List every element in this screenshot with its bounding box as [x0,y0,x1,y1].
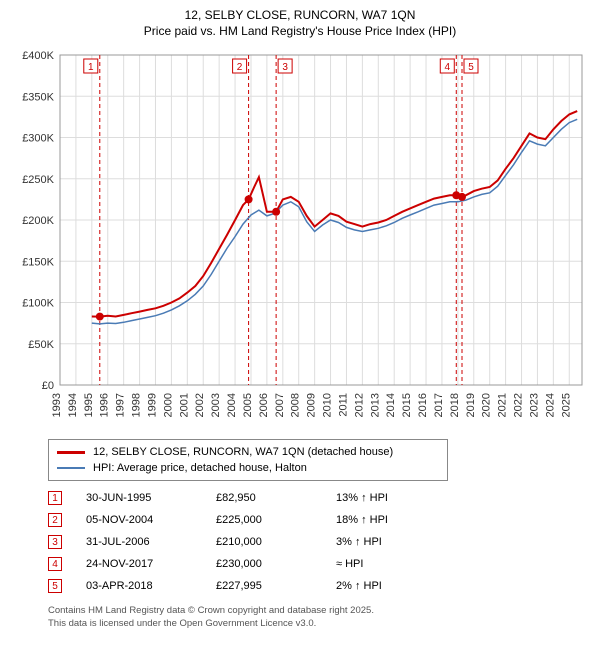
svg-text:2: 2 [237,62,243,73]
tx-date: 30-JUN-1995 [86,492,216,504]
svg-text:3: 3 [282,62,288,73]
footer-line: This data is licensed under the Open Gov… [48,618,592,630]
svg-text:2009: 2009 [306,393,318,417]
table-row: 5 03-APR-2018 £227,995 2% ↑ HPI [48,575,592,597]
svg-text:2025: 2025 [560,393,572,417]
svg-text:1994: 1994 [67,393,79,417]
svg-text:2010: 2010 [322,393,334,417]
tx-date: 05-NOV-2004 [86,514,216,526]
tx-marker: 2 [48,513,62,527]
title-subtitle: Price paid vs. HM Land Registry's House … [8,24,592,40]
tx-marker: 5 [48,579,62,593]
legend-swatch-series1 [57,451,85,454]
svg-text:2014: 2014 [385,393,397,417]
svg-text:2016: 2016 [417,393,429,417]
tx-note: 18% ↑ HPI [336,514,456,526]
tx-marker: 1 [48,491,62,505]
svg-text:2004: 2004 [226,393,238,417]
svg-text:£400K: £400K [22,50,54,62]
legend-item: HPI: Average price, detached house, Halt… [57,460,439,476]
title-address: 12, SELBY CLOSE, RUNCORN, WA7 1QN [8,8,592,24]
tx-price: £227,995 [216,580,336,592]
tx-price: £210,000 [216,536,336,548]
footer: Contains HM Land Registry data © Crown c… [48,605,592,630]
svg-text:2013: 2013 [369,393,381,417]
svg-text:2015: 2015 [401,393,413,417]
tx-marker: 3 [48,535,62,549]
svg-text:£100K: £100K [22,298,54,310]
svg-text:1997: 1997 [115,393,127,417]
svg-text:1995: 1995 [83,393,95,417]
svg-text:2012: 2012 [353,393,365,417]
svg-text:2023: 2023 [528,393,540,417]
svg-text:2005: 2005 [242,393,254,417]
svg-text:4: 4 [444,62,450,73]
svg-text:2003: 2003 [210,393,222,417]
tx-date: 31-JUL-2006 [86,536,216,548]
legend-label: 12, SELBY CLOSE, RUNCORN, WA7 1QN (detac… [93,446,393,458]
svg-text:2017: 2017 [433,393,445,417]
svg-text:2021: 2021 [497,393,509,417]
tx-price: £230,000 [216,558,336,570]
table-row: 1 30-JUN-1995 £82,950 13% ↑ HPI [48,487,592,509]
tx-date: 24-NOV-2017 [86,558,216,570]
svg-text:5: 5 [468,62,474,73]
svg-text:2011: 2011 [337,393,349,417]
tx-note: 13% ↑ HPI [336,492,456,504]
legend: 12, SELBY CLOSE, RUNCORN, WA7 1QN (detac… [48,439,448,481]
table-row: 2 05-NOV-2004 £225,000 18% ↑ HPI [48,509,592,531]
transaction-table: 1 30-JUN-1995 £82,950 13% ↑ HPI 2 05-NOV… [48,487,592,597]
tx-note: 3% ↑ HPI [336,536,456,548]
legend-item: 12, SELBY CLOSE, RUNCORN, WA7 1QN (detac… [57,444,439,460]
svg-text:2002: 2002 [194,393,206,417]
svg-text:1996: 1996 [99,393,111,417]
svg-text:£350K: £350K [22,91,54,103]
svg-text:2001: 2001 [178,393,190,417]
svg-text:£50K: £50K [28,339,54,351]
svg-text:2000: 2000 [162,393,174,417]
tx-note: ≈ HPI [336,558,456,570]
legend-label: HPI: Average price, detached house, Halt… [93,462,307,474]
svg-text:2024: 2024 [544,393,556,417]
chart-svg: £0 £50K £100K £150K £200K £250K £300K £350K £400… [8,45,592,435]
svg-text:1993: 1993 [51,393,63,417]
svg-text:£300K: £300K [22,133,54,145]
tx-note: 2% ↑ HPI [336,580,456,592]
legend-swatch-series2 [57,467,85,469]
svg-text:2008: 2008 [290,393,302,417]
title-block: 12, SELBY CLOSE, RUNCORN, WA7 1QN Price … [8,8,592,39]
svg-text:2007: 2007 [274,393,286,417]
footer-line: Contains HM Land Registry data © Crown c… [48,605,592,617]
svg-text:1999: 1999 [146,393,158,417]
svg-text:£0: £0 [42,380,54,392]
tx-price: £82,950 [216,492,336,504]
svg-text:2006: 2006 [258,393,270,417]
svg-text:1: 1 [88,62,94,73]
svg-text:£150K: £150K [22,256,54,268]
svg-text:2019: 2019 [465,393,477,417]
tx-marker: 4 [48,557,62,571]
svg-text:£250K: £250K [22,174,54,186]
tx-price: £225,000 [216,514,336,526]
svg-text:1998: 1998 [131,393,143,417]
svg-text:2020: 2020 [481,393,493,417]
svg-text:2022: 2022 [513,393,525,417]
chart: £0 £50K £100K £150K £200K £250K £300K £350K £400… [8,45,592,435]
table-row: 4 24-NOV-2017 £230,000 ≈ HPI [48,553,592,575]
svg-text:2018: 2018 [449,393,461,417]
svg-text:£200K: £200K [22,215,54,227]
table-row: 3 31-JUL-2006 £210,000 3% ↑ HPI [48,531,592,553]
tx-date: 03-APR-2018 [86,580,216,592]
chart-container: 12, SELBY CLOSE, RUNCORN, WA7 1QN Price … [0,0,600,634]
